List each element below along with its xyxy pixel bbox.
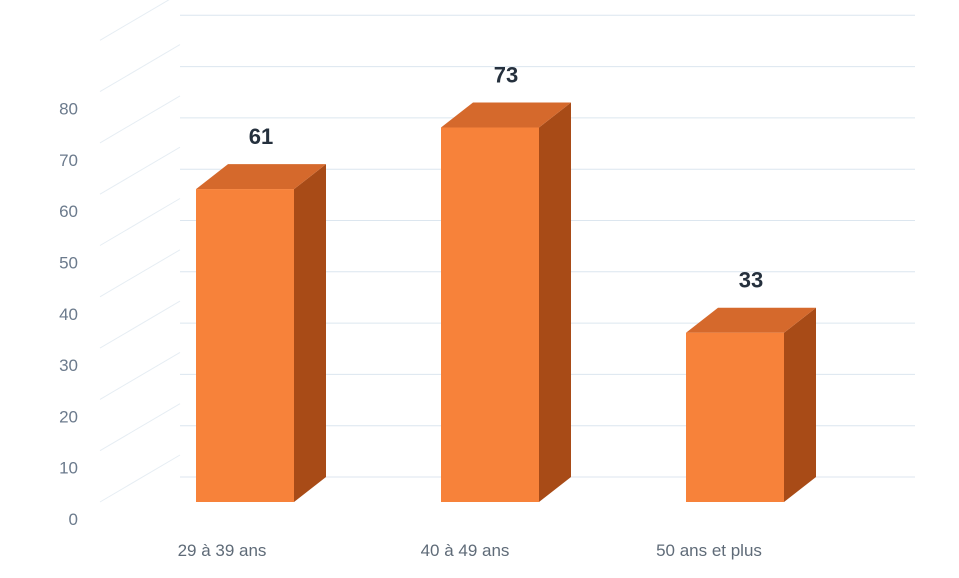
- data-label: 73: [494, 63, 518, 88]
- gridline-depth: [99, 95, 181, 144]
- y-tick-label: 0: [69, 510, 78, 529]
- x-category-label: 50 ans et plus: [656, 541, 762, 560]
- x-category-label: 40 à 49 ans: [421, 541, 510, 560]
- y-tick-label: 60: [59, 202, 78, 221]
- y-axis-ticks: 0 10 20 30 40 50 60 70 80: [59, 100, 78, 529]
- bar-top: [686, 307, 816, 333]
- gridline-depth: [99, 454, 181, 503]
- y-tick-label: 10: [59, 459, 78, 478]
- gridline-depth: [99, 300, 181, 349]
- y-tick-label: 40: [59, 305, 78, 324]
- bar-front: [441, 127, 539, 502]
- bar-front: [196, 189, 294, 502]
- bar-side: [539, 102, 571, 502]
- y-tick-label: 30: [59, 356, 78, 375]
- y-tick-label: 70: [59, 151, 78, 170]
- gridline-depth: [99, 146, 181, 195]
- gridline-depth: [99, 0, 170, 41]
- bar-top: [441, 102, 571, 128]
- bars: [196, 102, 816, 502]
- gridline-depth: [99, 351, 181, 400]
- x-category-label: 29 à 39 ans: [178, 541, 267, 560]
- y-tick-label: 50: [59, 254, 78, 273]
- x-axis-categories: 29 à 39 ans 40 à 49 ans 50 ans et plus: [178, 541, 762, 560]
- gridline-depth: [99, 249, 181, 298]
- bar: [441, 102, 571, 502]
- gridline-depth: [99, 44, 181, 93]
- data-labels: 61 73 33: [249, 63, 763, 293]
- bar-top: [196, 164, 326, 190]
- gridline-depth: [99, 403, 181, 452]
- data-label: 61: [249, 124, 273, 149]
- bar-front: [686, 332, 784, 502]
- y-tick-label: 80: [59, 100, 78, 119]
- data-label: 33: [739, 268, 763, 293]
- gridline-depth: [99, 198, 181, 246]
- bar-side: [294, 164, 326, 502]
- bar: [686, 307, 816, 502]
- y-tick-label: 20: [59, 407, 78, 426]
- bar-side: [784, 307, 816, 502]
- bar: [196, 164, 326, 502]
